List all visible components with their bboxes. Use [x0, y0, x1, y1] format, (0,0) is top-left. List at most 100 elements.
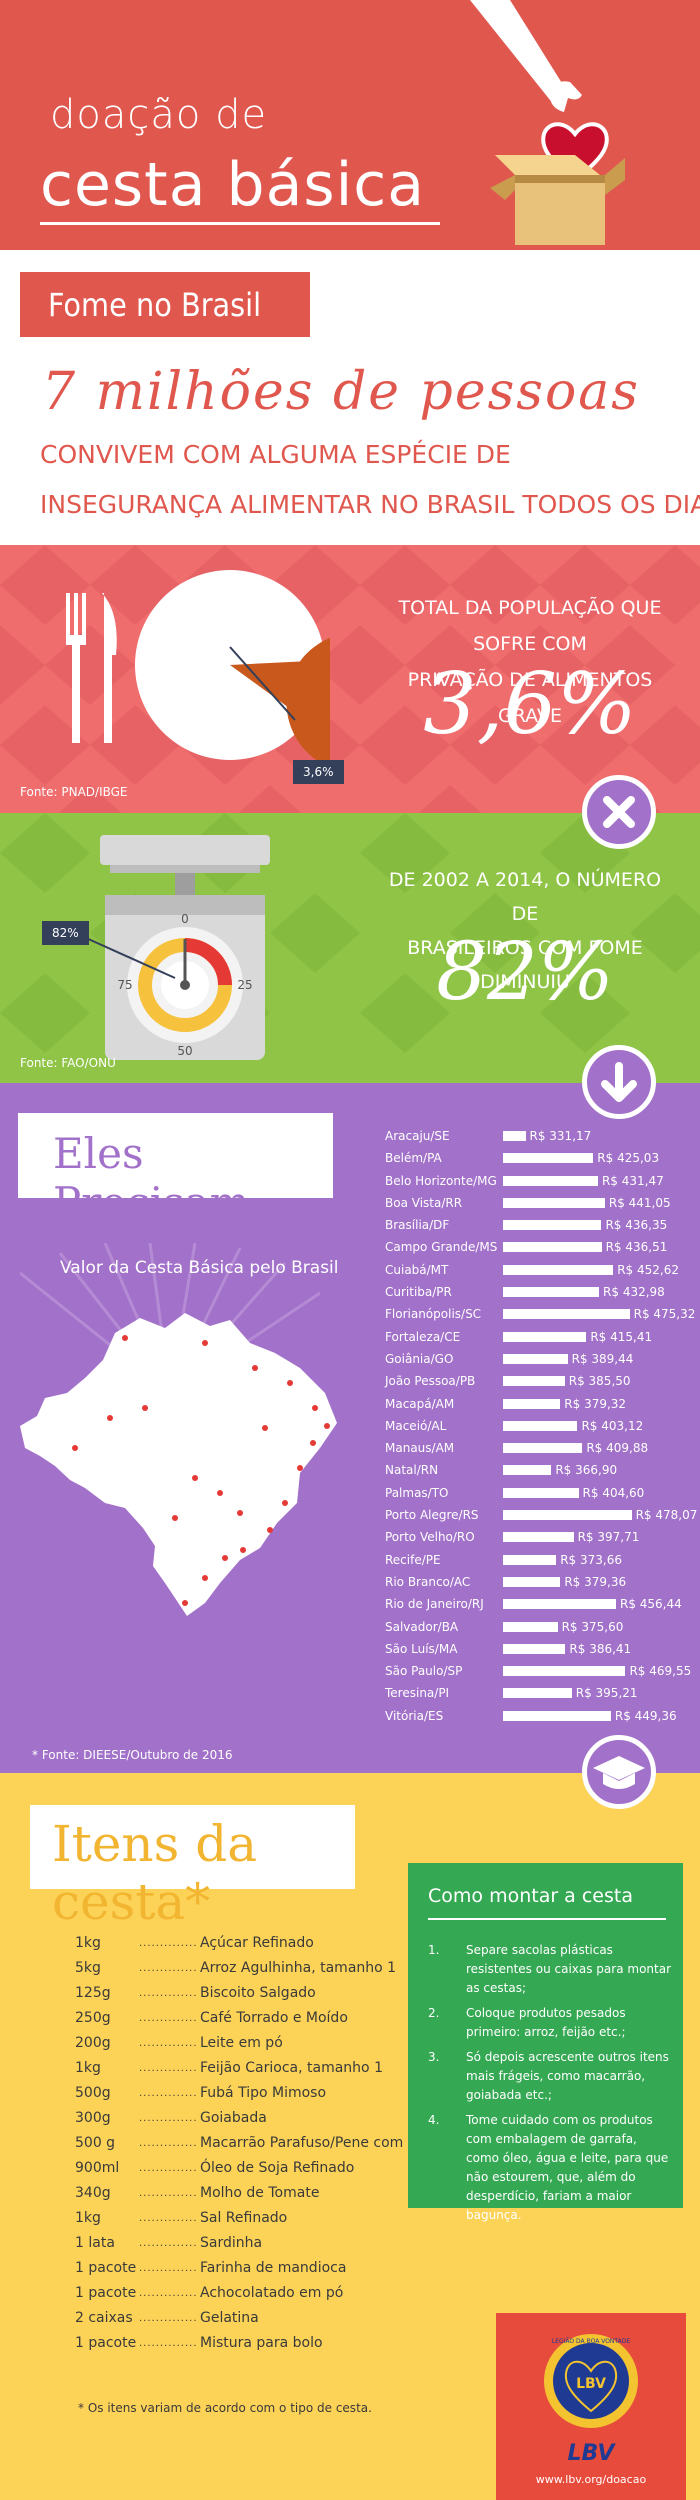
basket-item: 1 pacote......................Achocolata…: [75, 2285, 405, 2310]
basket-item-name: Arroz Agulhinha, tamanho 1: [200, 1960, 397, 1976]
price-value-label: R$ 432,98: [603, 1285, 665, 1300]
city-row: Vitória/ES R$ 449,36: [385, 1706, 695, 1728]
price-bar: [503, 1264, 614, 1275]
price-bar: [503, 1487, 579, 1498]
basket-item: 1kg......................Feijão Carioca,…: [75, 2060, 405, 2085]
basket-item-dots: ......................: [139, 2338, 197, 2349]
basket-item: 1kg......................Açúcar Refinado: [75, 1935, 405, 1960]
basket-item-dots: ......................: [139, 2113, 197, 2124]
basket-footnote: * Os itens variam de acordo com o tipo d…: [78, 2401, 372, 2415]
decline-text-line1: DE 2002 A 2014, O NÚMERO DE: [388, 869, 662, 925]
basket-item-dots: ......................: [139, 2013, 197, 2024]
decline-gauge-arc: [184, 938, 232, 986]
basket-item-quantity: 1 lata: [75, 2235, 115, 2251]
price-value-label: R$ 441,05: [608, 1195, 671, 1210]
basket-item-name: Feijão Carioca, tamanho 1: [200, 2060, 383, 2076]
basket-item: 1kg......................Sal Refinado: [75, 2210, 405, 2235]
basket-item-dots: ......................: [139, 2238, 197, 2249]
price-bar: [503, 1131, 526, 1141]
deprivation-text-line1: TOTAL DA POPULAÇÃO QUE SOFRE COM: [398, 597, 662, 655]
graduation-badge: [582, 1735, 656, 1809]
city-name: Teresina/PI: [385, 1686, 450, 1701]
lbv-url[interactable]: www.lbv.org/doacao: [535, 2473, 647, 2486]
basket-item-name: Goiabada: [200, 2110, 267, 2126]
city-name: Manaus/AM: [385, 1441, 455, 1456]
basket-item-name: Macarrão Parafuso/Pene com Ovos: [200, 2135, 443, 2151]
how-to-step-text: Separe sacolas plásticas resistentes ou …: [466, 1943, 672, 1995]
gauge-label-0: 0: [181, 912, 189, 926]
basket-item-name: Óleo de Soja Refinado: [200, 2160, 355, 2176]
price-value-label: R$ 415,41: [590, 1329, 653, 1344]
price-bar: [503, 1197, 605, 1208]
plate-chart: [135, 570, 330, 765]
city-row: Belo Horizonte/MG R$ 431,47: [385, 1171, 695, 1193]
price-value-label: R$ 403,12: [581, 1418, 644, 1433]
header-underline: [40, 222, 440, 225]
need-title-box: Eles Precisam: [18, 1113, 333, 1227]
price-value-label: R$ 436,35: [605, 1218, 668, 1233]
decline-text: DE 2002 A 2014, O NÚMERO DE BRASILEIROS …: [375, 863, 675, 999]
city-row: Salvador/BA R$ 375,60: [385, 1617, 695, 1639]
city-row: Porto Alegre/RS R$ 478,07: [385, 1505, 698, 1527]
decline-section: 0 25 50 75 82% DE 2002 A 2014, O NÚMERO …: [0, 813, 700, 1083]
price-bar: [503, 1443, 583, 1454]
city-name: Cuiabá/MT: [385, 1262, 449, 1277]
basket-item-dots: ......................: [139, 2038, 197, 2049]
basket-item-quantity: 250g: [75, 2010, 111, 2026]
hunger-title: Fome no Brasil: [48, 286, 262, 324]
need-title: Eles Precisam: [53, 1129, 250, 1227]
city-row: Recife/PE R$ 373,66: [385, 1550, 695, 1572]
lbv-seal-text: LBV: [576, 2376, 606, 2392]
hand-icon: [470, 0, 582, 112]
decline-value: 82%: [436, 925, 614, 1018]
basket-item-quantity: 500g: [75, 2085, 111, 2101]
pointer-line-2: [74, 932, 176, 979]
city-row: Belém/PA R$ 425,03: [385, 1148, 695, 1170]
price-bar: [503, 1554, 557, 1565]
how-to-box: Como montar a cesta 1. Separe sacolas plá…: [408, 1863, 683, 2222]
city-name: Rio Branco/AC: [385, 1574, 471, 1589]
price-value-label: R$ 436,51: [605, 1240, 668, 1255]
basket-item-quantity: 500 g: [75, 2135, 116, 2151]
price-bar: [503, 1153, 594, 1164]
header-line2: cesta básica: [40, 150, 426, 220]
hunger-sub-line2: INSEGURANÇA ALIMENTAR NO BRASIL TODOS OS…: [40, 490, 700, 519]
scale-icon: 0 25 50 75: [100, 835, 270, 1060]
price-bar: [503, 1643, 566, 1654]
price-bar: [503, 1666, 626, 1677]
city-name: Aracaju/SE: [385, 1129, 450, 1143]
how-to-step: 3. Só depois acrescente outros itens mais…: [428, 2048, 673, 2105]
how-to-step-number: 1.: [428, 1943, 440, 1957]
city-row: Campo Grande/MS R$ 436,51: [385, 1237, 695, 1259]
basket-item-name: Biscoito Salgado: [200, 1985, 316, 2001]
deprivation-source: Fonte: PNAD/IBGE: [20, 785, 128, 799]
how-to-step-text: Tome cuidado com os produtos com embalag…: [466, 2113, 669, 2222]
basket-item-name: Mistura para bolo: [200, 2335, 323, 2351]
price-value-label: R$ 379,36: [564, 1574, 627, 1589]
price-bar: [503, 1175, 598, 1186]
city-name: Natal/RN: [385, 1463, 439, 1478]
basket-item-name: Sal Refinado: [200, 2210, 288, 2226]
basket-item-dots: ......................: [139, 2288, 197, 2299]
city-name: Porto Velho/RO: [385, 1530, 475, 1545]
basket-title: Itens da cesta*: [52, 1815, 258, 1931]
decline-text-line2: BRASILEIROS COM FOME DIMINUIU: [407, 937, 643, 993]
basket-item-dots: ......................: [139, 2138, 197, 2149]
city-name: Maceió/AL: [385, 1418, 447, 1433]
price-value-label: R$ 475,32: [633, 1307, 696, 1322]
city-name: Vitória/ES: [385, 1708, 444, 1723]
price-value-label: R$ 431,47: [601, 1173, 664, 1188]
basket-item-quantity: 5kg: [75, 1960, 101, 1976]
deprivation-value: 3,6%: [423, 655, 637, 753]
lbv-seal-ring: LEGIÃO DA BOA VONTADE: [552, 2338, 630, 2345]
basket-item-name: Sardinha: [200, 2235, 263, 2251]
city-row: Manaus/AM R$ 409,88: [385, 1438, 695, 1460]
price-bar: [503, 1420, 578, 1431]
city-name: Rio de Janeiro/RJ: [385, 1597, 484, 1612]
price-value-label: R$ 478,07: [635, 1508, 698, 1523]
basket-item: 900ml......................Óleo de Soja …: [75, 2160, 405, 2185]
price-value-label: R$ 331,17: [529, 1129, 592, 1143]
city-row: Boa Vista/RR R$ 441,05: [385, 1193, 695, 1215]
price-bar: [503, 1688, 572, 1699]
deprivation-text-line2: PRIVAÇÃO DE ALIMENTOS GRAVE: [407, 669, 653, 727]
